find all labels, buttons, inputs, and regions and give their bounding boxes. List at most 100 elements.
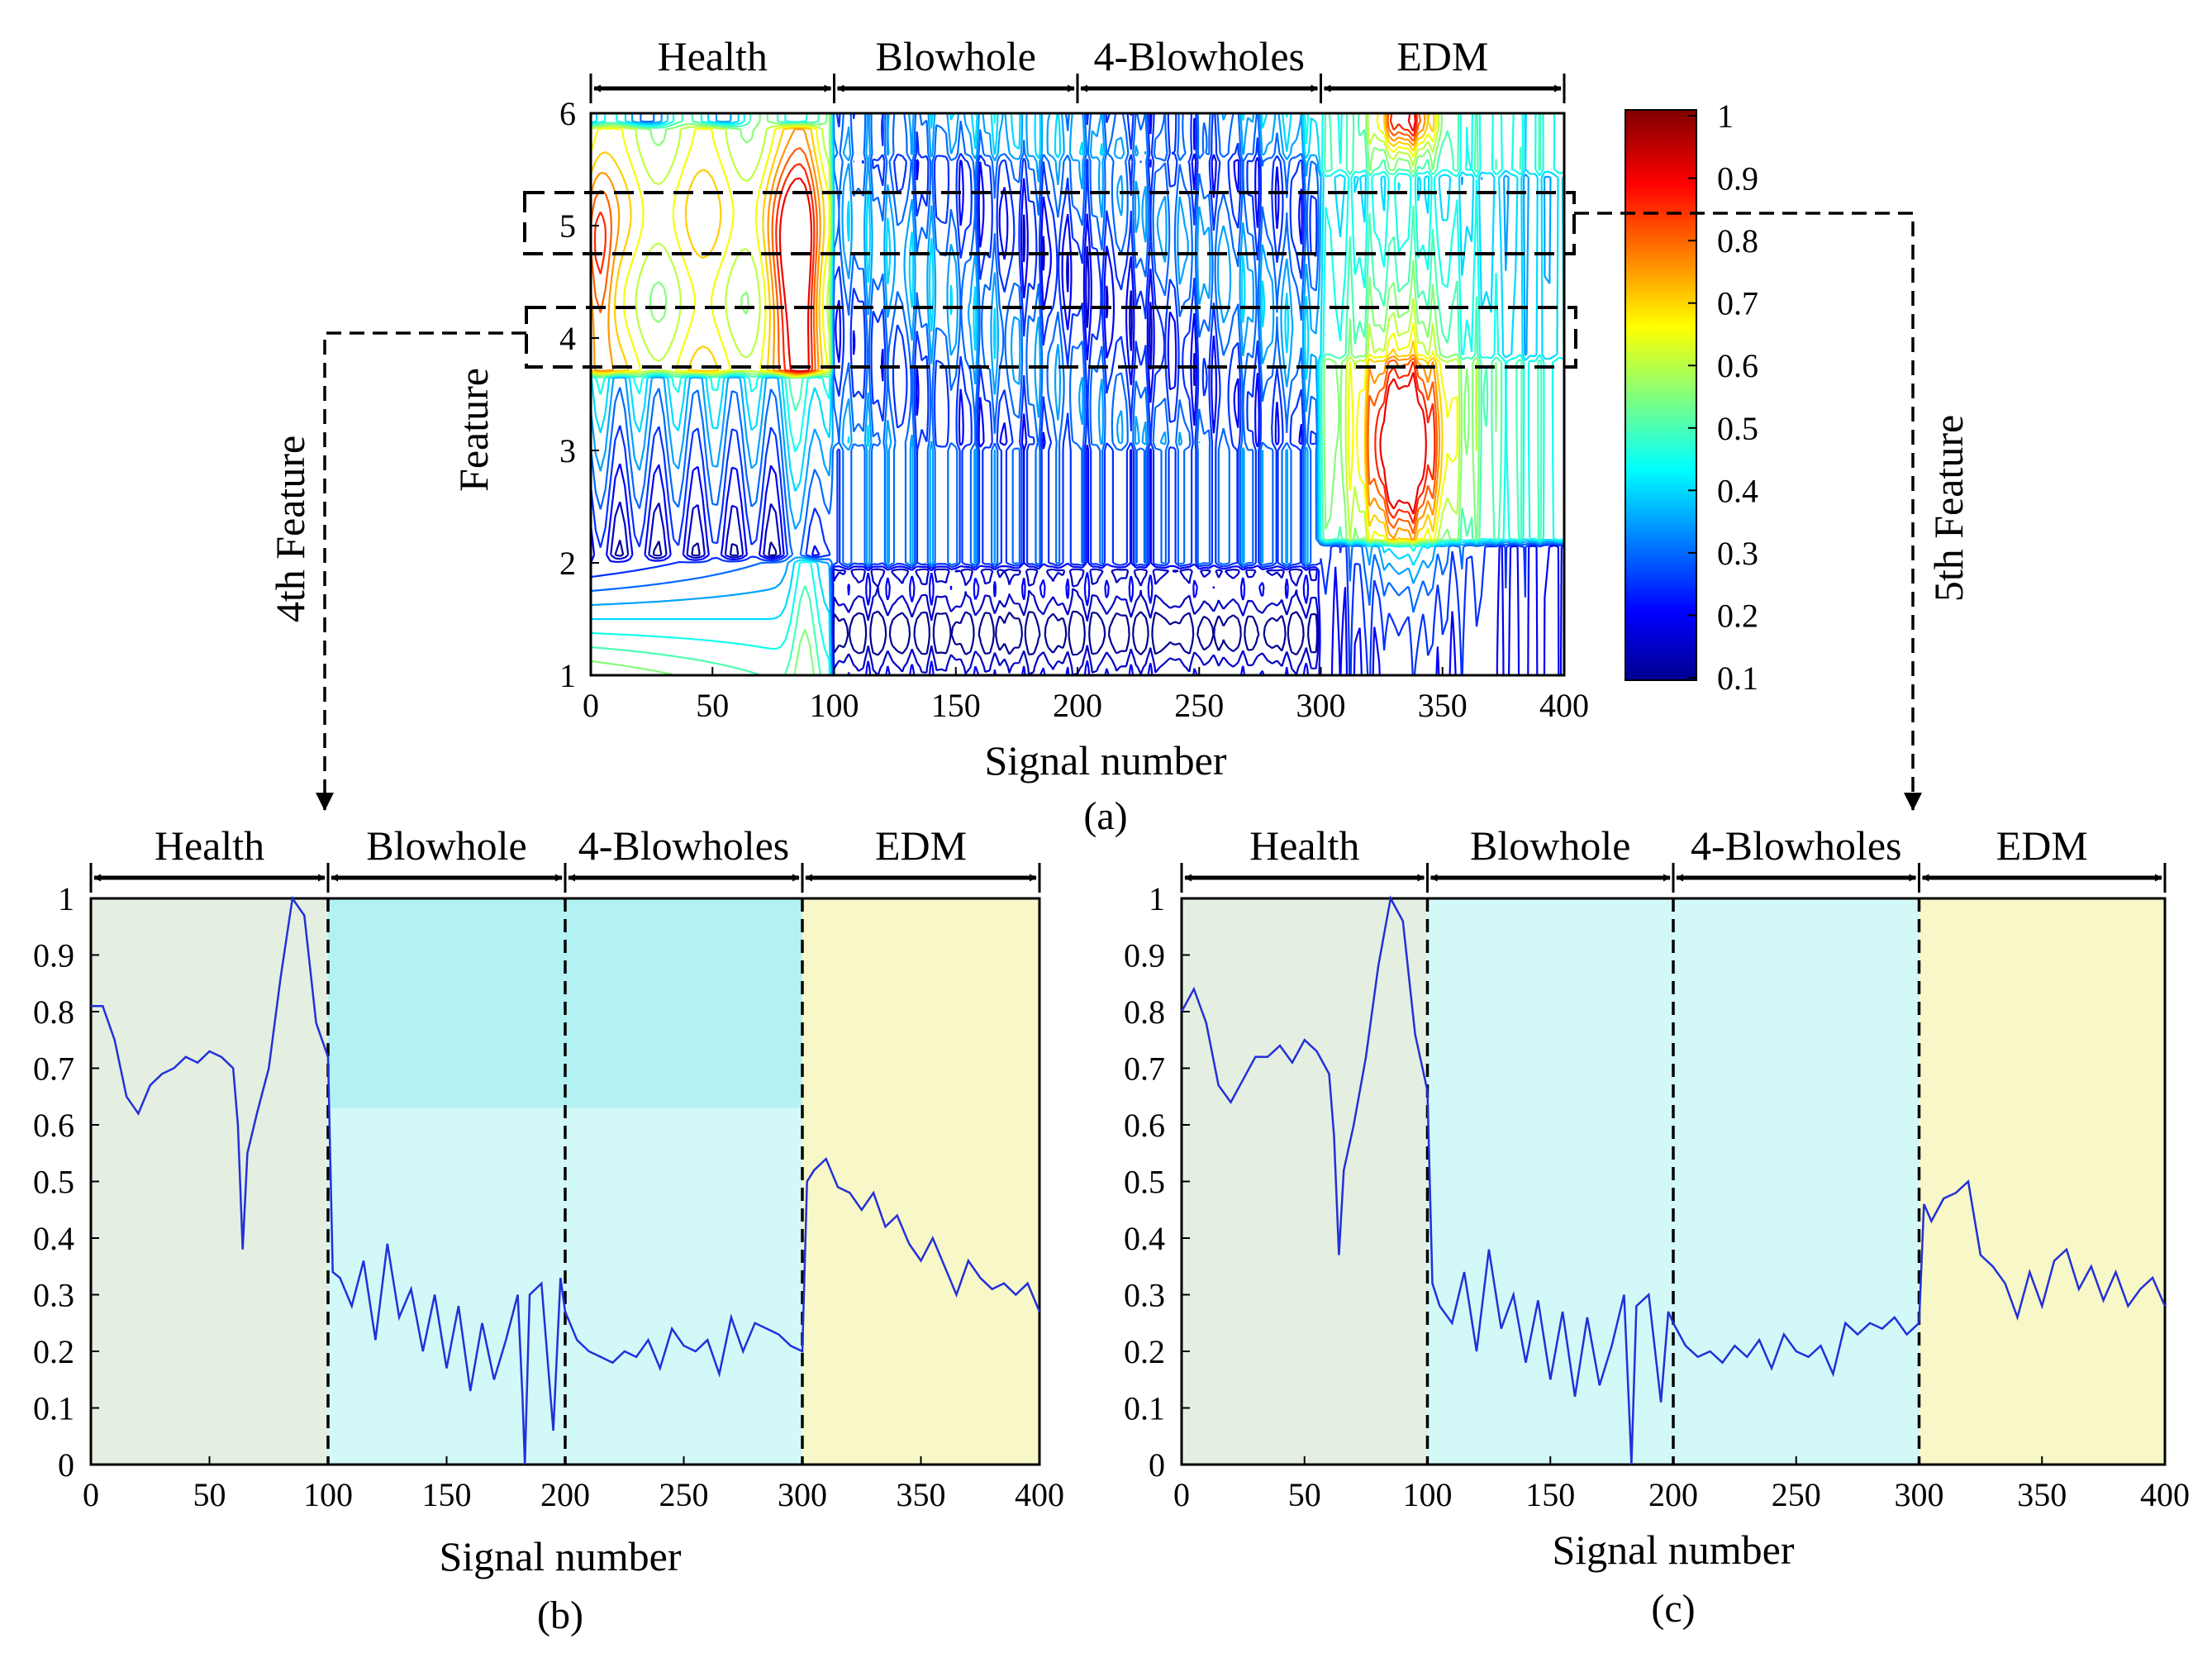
- y-tick-label: 0.7: [33, 1050, 74, 1088]
- feature-5-highlight-box: [523, 191, 1576, 255]
- y-axis-ticks-b: 0 0.1 0.2 0.3 0.4 0.5 0.6 0.7 0.8 0.9 1: [33, 880, 99, 1484]
- contour-level-line: [591, 113, 1478, 545]
- colorbar-tick-label: 1: [1717, 98, 1734, 135]
- y-axis-label-a: Feature: [450, 368, 497, 492]
- x-tick-label: 350: [1418, 687, 1468, 724]
- caption-b: (b): [537, 1593, 583, 1637]
- y-tick-label: 0.5: [1124, 1164, 1165, 1201]
- x-tick-label: 0: [583, 687, 599, 724]
- region-label: Health: [658, 33, 768, 79]
- connector-5th-feature: [1574, 212, 1922, 812]
- x-tick-label: 50: [696, 687, 729, 724]
- contour-level-line: [591, 113, 1441, 541]
- colorbar-tick-label: 0.2: [1717, 597, 1758, 634]
- colorbar-tick-label: 0.5: [1717, 410, 1758, 447]
- connector-4th-feature: [316, 331, 526, 812]
- side-label-5th-feature: 5th Feature: [1925, 415, 1972, 602]
- y-axis-ticks-a: 1 2 3 4 5 6: [559, 95, 599, 694]
- dividers-b: [326, 898, 804, 1465]
- y-tick-label: 1: [559, 657, 576, 694]
- x-axis-label-a: Signal number: [984, 737, 1226, 784]
- series-line-4th-feature: [91, 895, 1041, 1465]
- y-tick-label: 0.4: [1124, 1220, 1165, 1257]
- x-axis-ticks-a: 0 50 100 150 200 250 300 350 400: [583, 667, 1589, 724]
- contour-level-line: [778, 113, 1427, 515]
- region-label: Health: [1249, 822, 1359, 869]
- line-panel-c: Health Blowhole 4-Blowholes EDM 0 50 100 150 20…: [1124, 822, 2190, 1631]
- region-arrows-b: Health Blowhole 4-Blowholes EDM: [89, 822, 1041, 893]
- y-tick-label: 0.4: [33, 1220, 74, 1257]
- x-tick-label: 50: [193, 1476, 226, 1513]
- region-label: Blowhole: [1470, 822, 1630, 869]
- y-tick-label: 0: [58, 1446, 74, 1484]
- region-arrows-c: Health Blowhole 4-Blowholes EDM: [1180, 822, 2167, 893]
- region-background: [1673, 898, 1919, 1465]
- x-tick-label: 400: [1539, 687, 1589, 724]
- line-panel-b: Health Blowhole 4-Blowholes EDM 0 50 100 150 20…: [33, 822, 1064, 1637]
- contour-level-line: [591, 113, 1458, 543]
- y-tick-label: 2: [559, 545, 576, 582]
- y-tick-label: 4: [559, 320, 576, 357]
- y-tick-label: 6: [559, 95, 576, 132]
- x-tick-label: 0: [1173, 1476, 1190, 1513]
- y-tick-label: 0: [1149, 1446, 1165, 1484]
- contour-level-line: [591, 113, 1543, 675]
- region-backgrounds-c: [1182, 898, 2165, 1465]
- x-tick-label: 300: [778, 1476, 827, 1513]
- contour-panel-a: Health Blowhole 4-Blowholes EDM 0 50 100 150 20…: [267, 33, 1972, 838]
- y-tick-label: 1: [58, 880, 74, 917]
- x-tick-label: 250: [1174, 687, 1224, 724]
- contour-level-line: [593, 113, 1436, 524]
- region-background: [1427, 898, 1673, 1465]
- region-background: [802, 898, 1039, 1465]
- x-tick-label: 200: [1053, 687, 1102, 724]
- colorbar-tick-label: 0.9: [1717, 160, 1758, 198]
- colorbar-tick-label: 0.6: [1717, 347, 1758, 384]
- x-tick-label: 300: [1296, 687, 1346, 724]
- x-tick-label: 250: [1772, 1476, 1821, 1513]
- region-label: 4-Blowholes: [1093, 33, 1305, 79]
- y-tick-label: 0.1: [1124, 1390, 1165, 1427]
- contour-level-line: [591, 113, 1444, 542]
- colorbar-tick-label: 0.4: [1717, 472, 1758, 509]
- caption-a: (a): [1083, 794, 1127, 838]
- y-tick-label: 0.9: [1124, 937, 1165, 974]
- x-tick-label: 200: [1648, 1476, 1698, 1513]
- region-label: Blowhole: [876, 33, 1036, 79]
- y-tick-label: 0.6: [33, 1107, 74, 1144]
- y-tick-label: 0.3: [33, 1277, 74, 1314]
- x-tick-label: 250: [659, 1476, 709, 1513]
- y-tick-label: 0.2: [33, 1333, 74, 1370]
- region-label: Blowhole: [366, 822, 526, 869]
- y-tick-label: 1: [1149, 880, 1165, 917]
- side-label-4th-feature: 4th Feature: [267, 436, 313, 622]
- y-axis-ticks-c: 0 0.1 0.2 0.3 0.4 0.5 0.6 0.7 0.8 0.9 1: [1124, 880, 1190, 1484]
- y-tick-label: 0.8: [1124, 993, 1165, 1031]
- plot-area-a: [591, 113, 1564, 675]
- y-tick-label: 0.7: [1124, 1050, 1165, 1088]
- x-tick-label: 150: [422, 1476, 472, 1513]
- region-arrows-a: Health Blowhole 4-Blowholes EDM: [589, 33, 1566, 103]
- region-backgrounds-b: [91, 898, 1039, 1465]
- colorbar: [1625, 109, 1697, 681]
- region-label: Health: [155, 822, 264, 869]
- region-background: [1182, 898, 1428, 1465]
- x-tick-label: 100: [810, 687, 859, 724]
- y-tick-label: 0.3: [1124, 1277, 1165, 1314]
- feature-4-highlight-box: [525, 306, 1577, 369]
- colorbar-ticks: 1 0.9 0.8 0.7 0.6 0.5 0.4 0.3 0.2 0.1: [1688, 98, 1758, 697]
- x-tick-label: 150: [1525, 1476, 1575, 1513]
- caption-c: (c): [1651, 1587, 1695, 1631]
- x-tick-label: 100: [303, 1476, 353, 1513]
- x-tick-label: 200: [540, 1476, 590, 1513]
- x-tick-label: 300: [1895, 1476, 1944, 1513]
- x-axis-ticks-b: 0 50 100 150 200 250 300 350 400: [83, 1456, 1064, 1513]
- region-background: [91, 898, 328, 1465]
- x-tick-label: 350: [2017, 1476, 2067, 1513]
- colorbar-tick-label: 0.1: [1717, 660, 1758, 697]
- x-tick-label: 150: [931, 687, 981, 724]
- contour-level-line: [591, 113, 1497, 675]
- y-tick-label: 5: [559, 207, 576, 245]
- x-axis-ticks-c: 0 50 100 150 200 250 300 350 400: [1173, 1456, 2190, 1513]
- x-tick-label: 50: [1288, 1476, 1321, 1513]
